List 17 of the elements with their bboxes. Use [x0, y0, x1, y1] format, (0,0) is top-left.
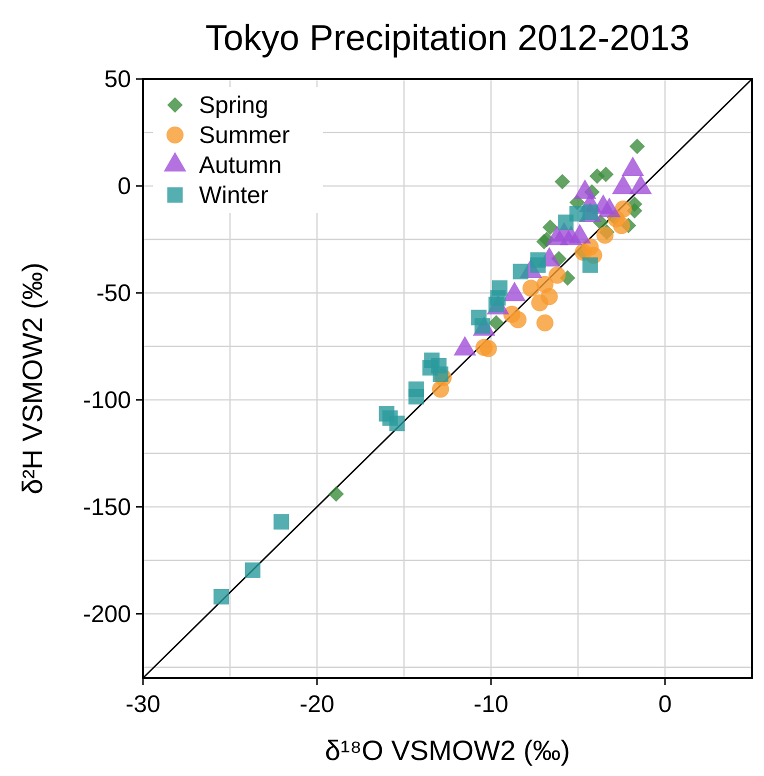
- y-tick-label: -150: [82, 494, 131, 521]
- y-tick-label: 50: [104, 66, 131, 93]
- legend-label: Winter: [199, 182, 268, 209]
- y-tick-label: -200: [82, 600, 131, 628]
- y-tick-label: 0: [118, 172, 131, 200]
- x-tick-label: -10: [474, 691, 508, 718]
- y-tick-label: -50: [96, 280, 131, 307]
- x-axis-title: δ¹⁸O VSMOW2 (‰): [324, 735, 570, 766]
- y-axis-title: δ²H VSMOW2 (‰): [17, 262, 48, 494]
- legend-label: Spring: [199, 92, 268, 119]
- x-tick-label: -30: [126, 691, 160, 718]
- legend-label: Autumn: [199, 152, 282, 179]
- legend-label: Summer: [199, 122, 290, 149]
- x-tick-label: -20: [300, 691, 334, 718]
- y-tick-label: -100: [82, 386, 131, 414]
- chart-title: Tokyo Precipitation 2012-2013: [205, 17, 690, 58]
- x-tick-label: 0: [658, 691, 672, 718]
